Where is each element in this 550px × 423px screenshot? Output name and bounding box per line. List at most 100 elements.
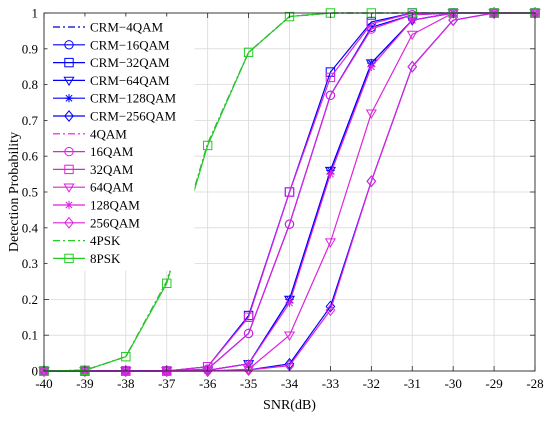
legend-marker [63,183,75,193]
data-point [325,304,336,317]
x-axis-label: SNR(dB) [263,398,316,413]
legend-label: 8PSK [90,251,121,266]
data-point [325,300,336,313]
legend-box [47,16,195,271]
data-point [367,62,376,71]
data-point [284,11,295,22]
data-point [325,90,336,101]
data-point [243,363,254,376]
y-tick-label: 0.2 [22,292,38,307]
legend-marker [64,94,74,103]
legend-label: 4PSK [90,233,121,248]
legend-entry: 8PSK [53,251,121,266]
y-tick-label: 0.6 [22,149,39,164]
legend-entry: CRM−16QAM [53,37,170,52]
data-point [326,169,335,179]
data-point [161,365,172,377]
data-point [283,331,296,341]
x-tick-label: -36 [199,376,217,391]
legend: CRM−4QAM CRM−16QAM CRM−32QAM CRM−64QAM CRM−1… [47,16,195,271]
legend-label: CRM−16QAM [90,37,170,52]
data-point [243,47,254,58]
legend-label: CRM−32QAM [90,55,170,70]
y-tick-label: 0.9 [22,41,38,56]
legend-label: CRM−256QAM [90,109,177,124]
legend-entry: CRM−32QAM [53,55,170,70]
data-point [407,60,418,73]
legend-label: 32QAM [90,162,134,177]
legend-marker [64,57,74,68]
y-tick-label: 0.5 [22,185,38,200]
x-tick-label: -33 [322,376,339,391]
legend-entry: 32QAM [53,162,134,177]
data-point [366,175,377,188]
x-tick-label: -35 [240,376,257,391]
data-point [324,238,336,248]
x-tick-label: -38 [117,376,134,391]
legend-entry: CRM−256QAM [53,109,177,124]
y-tick-label: 1 [32,6,39,21]
data-point [448,14,459,27]
legend-label: 16QAM [90,144,134,159]
legend-label: 4QAM [90,126,127,141]
legend-label: 128QAM [90,198,140,213]
x-tick-label: -39 [76,376,93,391]
data-point [244,359,253,369]
data-point [243,328,254,339]
y-tick-label: 0.1 [22,328,38,343]
data-point [285,298,294,308]
legend-marker [64,200,74,210]
data-point [325,72,336,83]
data-point [120,365,131,377]
legend-marker [64,216,74,229]
y-tick-label: 0.4 [22,220,39,235]
data-point [366,19,377,29]
x-tick-label: -29 [485,376,502,391]
data-point [162,278,172,288]
x-tick-label: -31 [404,376,421,391]
y-tick-label: 0.8 [22,77,38,92]
legend-label: CRM−64QAM [90,73,170,88]
data-point [284,219,295,229]
data-point [121,351,131,362]
legend-entry: 128QAM [53,198,140,213]
data-point [365,109,377,119]
data-point [489,7,499,19]
legend-label: 64QAM [90,180,134,195]
data-point [284,187,295,197]
y-tick-label: 0.3 [22,256,38,271]
data-point [202,140,213,151]
legend-entry: 4PSK [53,233,121,248]
x-tick-label: -37 [158,376,176,391]
legend-entry: 16QAM [53,144,134,159]
axes: -40 -39 -38 -37 -36 -35 -34 -33 -32 -31 -30 -29 -28 0… [22,6,544,392]
legend-entry: 64QAM [53,180,134,195]
legend-marker [64,146,74,157]
legend-entry: CRM−4QAM [53,20,164,35]
y-tick-label: 0.7 [22,113,39,128]
legend-marker [64,253,74,264]
legend-marker [64,164,74,175]
x-tick-label: -40 [35,376,52,391]
legend-marker [64,40,74,50]
data-point [39,365,49,377]
x-tick-label: -28 [526,376,543,391]
legend-marker [64,110,74,122]
legend-entry: 256QAM [53,215,140,230]
data-point [406,30,418,41]
y-axis-label: Detection Probability [7,132,22,252]
data-point [243,312,254,323]
legend-label: CRM−4QAM [90,20,164,35]
legend-entry: CRM−128QAM [53,91,177,106]
legend-label: 256QAM [90,215,140,230]
legend-label: CRM−128QAM [90,91,177,106]
data-point [202,365,213,377]
x-tick-label: -32 [363,376,380,391]
legend-entry: 4QAM [53,126,127,141]
y-tick-label: 0 [32,364,39,379]
x-tick-label: -30 [444,376,461,391]
legend-marker [63,76,75,87]
legend-entry: CRM−64QAM [53,73,170,88]
